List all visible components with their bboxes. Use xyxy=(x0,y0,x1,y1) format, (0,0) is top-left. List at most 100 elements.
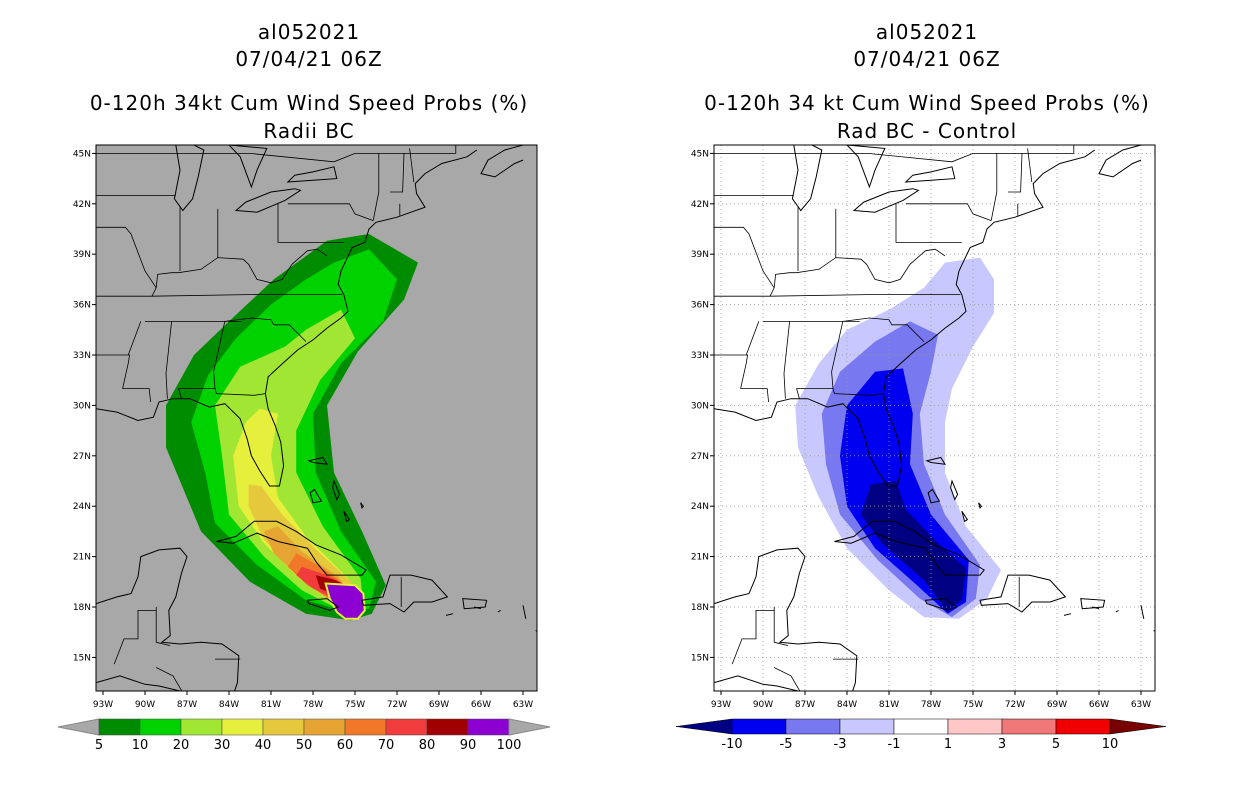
y-tick-label: 24N xyxy=(73,502,91,512)
map-boundary-line xyxy=(1166,657,1169,665)
x-tick-label: 93W xyxy=(93,700,113,710)
x-tick-label: 78W xyxy=(921,700,941,710)
right-chart-panel: al052021 07/04/21 06Z 0-120h 34 kt Cum W… xyxy=(618,0,1236,800)
x-tick-label: 90W xyxy=(135,700,155,710)
map-island-outline xyxy=(332,479,341,501)
map-boundary-line xyxy=(714,547,858,691)
map-boundary-line xyxy=(113,610,157,665)
map-boundary-line xyxy=(96,149,478,487)
legend-swatch xyxy=(839,718,895,735)
y-tick-label: 36N xyxy=(73,301,91,311)
right-panel-label: Rad BC - Control xyxy=(836,119,1018,143)
map-boundary-line xyxy=(165,321,172,399)
map-boundary-line xyxy=(214,388,266,396)
map-lake-outline xyxy=(904,166,956,183)
map-lake-outline xyxy=(234,188,302,213)
map-boundary-line xyxy=(497,609,501,613)
map-lake-outline xyxy=(852,188,920,213)
legend-over-arrow xyxy=(508,718,551,736)
y-tick-label: 45N xyxy=(691,149,709,159)
map-boundary-line xyxy=(96,354,131,389)
map-boundary-line xyxy=(127,321,142,356)
map-boundary-line xyxy=(1008,153,1023,193)
y-tick-label: 27N xyxy=(691,452,709,462)
map-boundary-line xyxy=(96,226,157,289)
legend-swatch xyxy=(1001,718,1057,735)
map-boundary-line xyxy=(522,605,527,619)
x-tick-label: 75W xyxy=(345,700,365,710)
map-boundary-line xyxy=(714,354,749,389)
x-tick-label: 84W xyxy=(219,700,239,710)
map-island-outline xyxy=(924,598,958,611)
y-tick-label: 18N xyxy=(691,603,709,613)
legend-swatch xyxy=(180,718,223,736)
left-product-title: 0-120h 34kt Cum Wind Speed Probs (%) xyxy=(89,91,529,115)
legend-swatch xyxy=(1055,718,1111,735)
legend-label: 1 xyxy=(944,737,952,752)
legend-swatch xyxy=(947,718,1003,735)
map-boundary-line xyxy=(445,613,454,616)
right-product-title: 0-120h 34 kt Cum Wind Speed Probs (%) xyxy=(704,91,1150,115)
map-boundary-line xyxy=(714,152,1074,163)
legend-label: 60 xyxy=(337,738,354,753)
map-island-outline xyxy=(309,488,323,504)
map-island-outline xyxy=(307,456,328,465)
legend-swatch xyxy=(303,718,346,736)
legend-label: -1 xyxy=(888,737,901,752)
map-lake-outline xyxy=(286,166,338,183)
map-boundary-line xyxy=(96,152,456,163)
map-boundary-line xyxy=(731,610,775,665)
x-tick-label: 90W xyxy=(753,700,773,710)
legend-label: -5 xyxy=(780,737,793,752)
map-boundary-line xyxy=(1063,613,1072,616)
y-tick-label: 21N xyxy=(691,553,709,563)
map-boundary-line xyxy=(905,203,992,221)
x-tick-label: 87W xyxy=(177,700,197,710)
y-tick-label: 36N xyxy=(691,301,709,311)
map-island-outline xyxy=(834,520,985,576)
x-tick-label: 63W xyxy=(1131,700,1151,710)
legend-swatch xyxy=(785,718,841,735)
x-tick-label: 87W xyxy=(795,700,815,710)
legend-swatch xyxy=(467,718,510,736)
y-tick-label: 45N xyxy=(73,149,91,159)
map-boundary-line xyxy=(1140,605,1145,619)
legend-swatch xyxy=(139,718,182,736)
x-tick-label: 66W xyxy=(1089,700,1109,710)
legend-label: 10 xyxy=(132,738,149,753)
map-boundary-line xyxy=(774,667,801,691)
probability-contour-30 xyxy=(233,408,358,607)
map-boundary-line xyxy=(740,388,769,403)
legend-label: 70 xyxy=(378,738,395,753)
map-lake-outline xyxy=(791,145,823,212)
y-tick-label: 39N xyxy=(691,250,709,260)
y-tick-label: 33N xyxy=(73,351,91,361)
y-tick-label: 39N xyxy=(73,250,91,260)
map-boundary-line xyxy=(714,149,1096,487)
map-lake-outline xyxy=(173,145,205,212)
y-tick-label: 18N xyxy=(73,603,91,613)
legend-swatch xyxy=(221,718,264,736)
x-tick-label: 78W xyxy=(303,700,323,710)
map-island-outline xyxy=(978,502,983,509)
map-boundary-line xyxy=(96,547,240,691)
map-island-outline xyxy=(950,479,959,501)
legend-label: 5 xyxy=(1052,737,1060,752)
map-boundary-line xyxy=(156,667,183,691)
y-tick-label: 27N xyxy=(73,452,91,462)
legend-swatch xyxy=(344,718,387,736)
map-boundary-line xyxy=(745,321,760,356)
legend-under-arrow xyxy=(675,718,733,735)
map-boundary-line xyxy=(480,145,524,178)
y-tick-label: 30N xyxy=(73,401,91,411)
map-boundary-line xyxy=(783,321,790,399)
map-boundary-line xyxy=(1098,145,1142,178)
legend-label: -3 xyxy=(834,737,847,752)
map-boundary-line xyxy=(990,153,998,221)
map-island-outline xyxy=(925,456,946,465)
map-boundary-line xyxy=(774,641,789,646)
x-tick-label: 81W xyxy=(879,700,899,710)
x-tick-label: 84W xyxy=(837,700,857,710)
x-tick-label: 69W xyxy=(429,700,449,710)
left-chart-panel: al052021 07/04/21 06Z 0-120h 34kt Cum Wi… xyxy=(57,20,551,753)
